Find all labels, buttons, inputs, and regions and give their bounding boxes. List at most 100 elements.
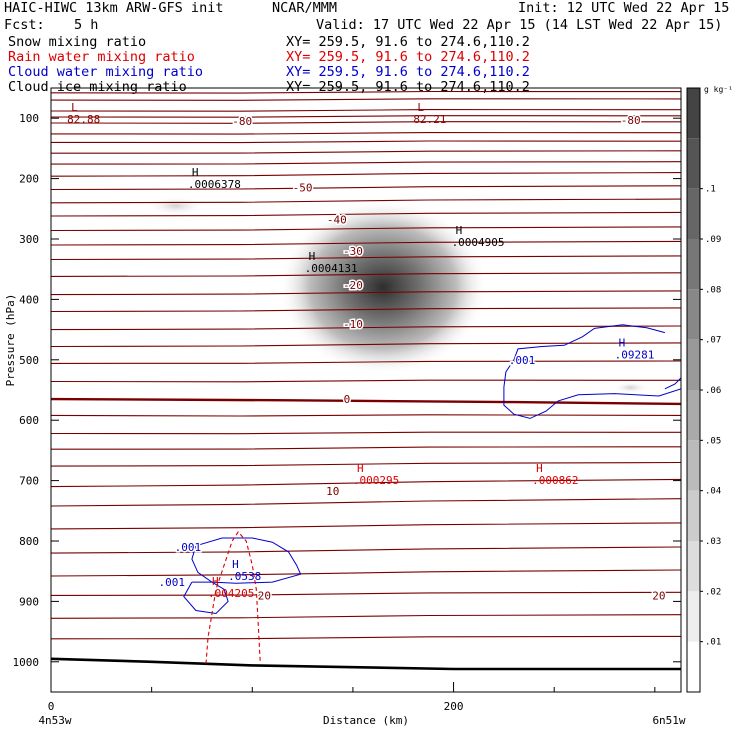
temperature-contour [51,272,681,277]
x-right-location-label: 6n51w [652,714,685,727]
temperature-contour [51,569,681,577]
temperature-contour [51,498,681,507]
extremum-mark: L [71,101,78,114]
colorbar-segment [687,591,700,642]
temperature-contour [51,414,681,417]
extremum-mark: H [192,166,199,179]
temperature-contour [51,431,681,435]
temperature-contour [51,461,681,467]
cloud-water-contour-label: .001 [159,576,186,589]
colorbar-segment [687,490,700,541]
temperature-contour [51,198,681,204]
header-init: Init: 12 UTC Wed 22 Apr 15 [518,0,730,16]
y-tick-label: 1000 [13,656,40,669]
colorbar-segment [687,440,700,491]
temperature-contour [51,478,681,488]
colorbar-segment [687,390,700,441]
header-valid: Valid: 17 UTC Wed 22 Apr 15 (14 LST Wed … [316,17,723,33]
faint-cloud-ice-shading [612,381,649,394]
header-fcst-label: Fcst: [4,17,45,33]
colorbar-segment [687,138,700,189]
temperature-contour [51,115,681,118]
legend-cloudice-name: Cloud ice mixing ratio [8,79,187,95]
temperature-contour-label: -30 [343,245,363,258]
temperature-contour [51,185,681,191]
temperature-contour-label: -20 [343,279,363,292]
temperature-contour [51,211,681,217]
temperature-contour-label: 0 [344,393,351,406]
temperature-contour [51,172,681,177]
cloud-water-contour-right [503,324,681,419]
temperature-contour [51,379,681,383]
extremum-value: .0538 [228,570,261,583]
extremum-value: 82.88 [67,113,100,126]
temperature-contour [51,140,681,144]
colorbar-level-label: .03 [705,537,721,547]
temperature-contour [51,325,681,331]
temperature-contour [51,255,681,261]
extremum-value: .000862 [532,474,578,487]
header-center: NCAR/MMM [272,0,338,16]
temperature-contour [51,546,681,554]
extremum-value: .0004131 [305,262,358,275]
y-tick-label: 200 [19,173,39,186]
temperature-contour [51,132,681,135]
extremum-mark: H [212,575,219,588]
header-title: HAIC-HIWC 13km ARW-GFS init [4,0,224,16]
y-tick-label: 700 [19,475,39,488]
colorbar-segment [687,239,700,290]
temperature-contour-label: 20 [652,589,665,602]
colorbar-segment [687,339,700,390]
temperature-contour [51,614,681,619]
colorbar-level-label: .07 [705,336,721,346]
extremum-value: .000295 [353,474,399,487]
y-tick-label: 100 [19,112,39,125]
y-tick-label: 400 [19,293,39,306]
legend-cloudwater-xy: XY= 259.5, 91.6 to 274.6,110.2 [286,64,530,80]
legend-rain-name: Rain water mixing ratio [8,49,195,65]
extremum-mark: H [232,558,239,571]
freezing-level-contour [51,397,681,406]
colorbar-level-label: .09 [705,235,721,245]
y-tick-label: 500 [19,354,39,367]
temperature-contour [51,290,681,296]
y-tick-label: 300 [19,233,39,246]
colorbar-segment [687,289,700,340]
x-axis-label: Distance (km) [323,714,409,727]
temperature-contour [51,591,681,596]
header-fcst-value: 5 h [74,17,99,33]
y-tick-label: 800 [19,535,39,548]
temperature-contour [51,522,681,530]
extremum-value: .004205 [208,587,254,600]
terrain-line [51,657,681,671]
plot-frame [50,87,682,693]
extremum-value: .0004905 [452,236,505,249]
colorbar-segment [687,541,700,592]
temperature-contour-label: -50 [293,182,313,195]
temperature-contour [51,360,681,364]
legend-rain-xy: XY= 259.5, 91.6 to 274.6,110.2 [286,49,530,65]
colorbar-segment [687,188,700,239]
temperature-contour [51,109,681,112]
temperature-contour-label: 10 [326,485,339,498]
colorbar-level-label: .01 [705,638,721,648]
extremum-mark: H [619,337,626,350]
extremum-mark: H [309,250,316,263]
extremum-value: .09281 [615,349,655,362]
x-left-location-label: 4n53w [38,714,71,727]
temperature-contour-label: -80 [232,115,252,128]
temperature-contour [51,240,681,246]
temperature-contour [51,161,681,165]
temperature-contour [51,226,681,232]
colorbar-segment [687,88,700,139]
extremum-mark: L [417,101,424,114]
colorbar-level-label: .04 [705,487,721,497]
cloud-water-contour-label: .001 [509,354,536,367]
colorbar-unit: g kg⁻¹ [704,85,733,94]
cloud-water-contour-lower [191,537,302,584]
colorbar-level-label: .05 [705,436,721,446]
temperature-contour [51,307,681,313]
cloud-water-contour-small [183,581,229,615]
legend-cloudwater-name: Cloud water mixing ratio [8,64,204,80]
